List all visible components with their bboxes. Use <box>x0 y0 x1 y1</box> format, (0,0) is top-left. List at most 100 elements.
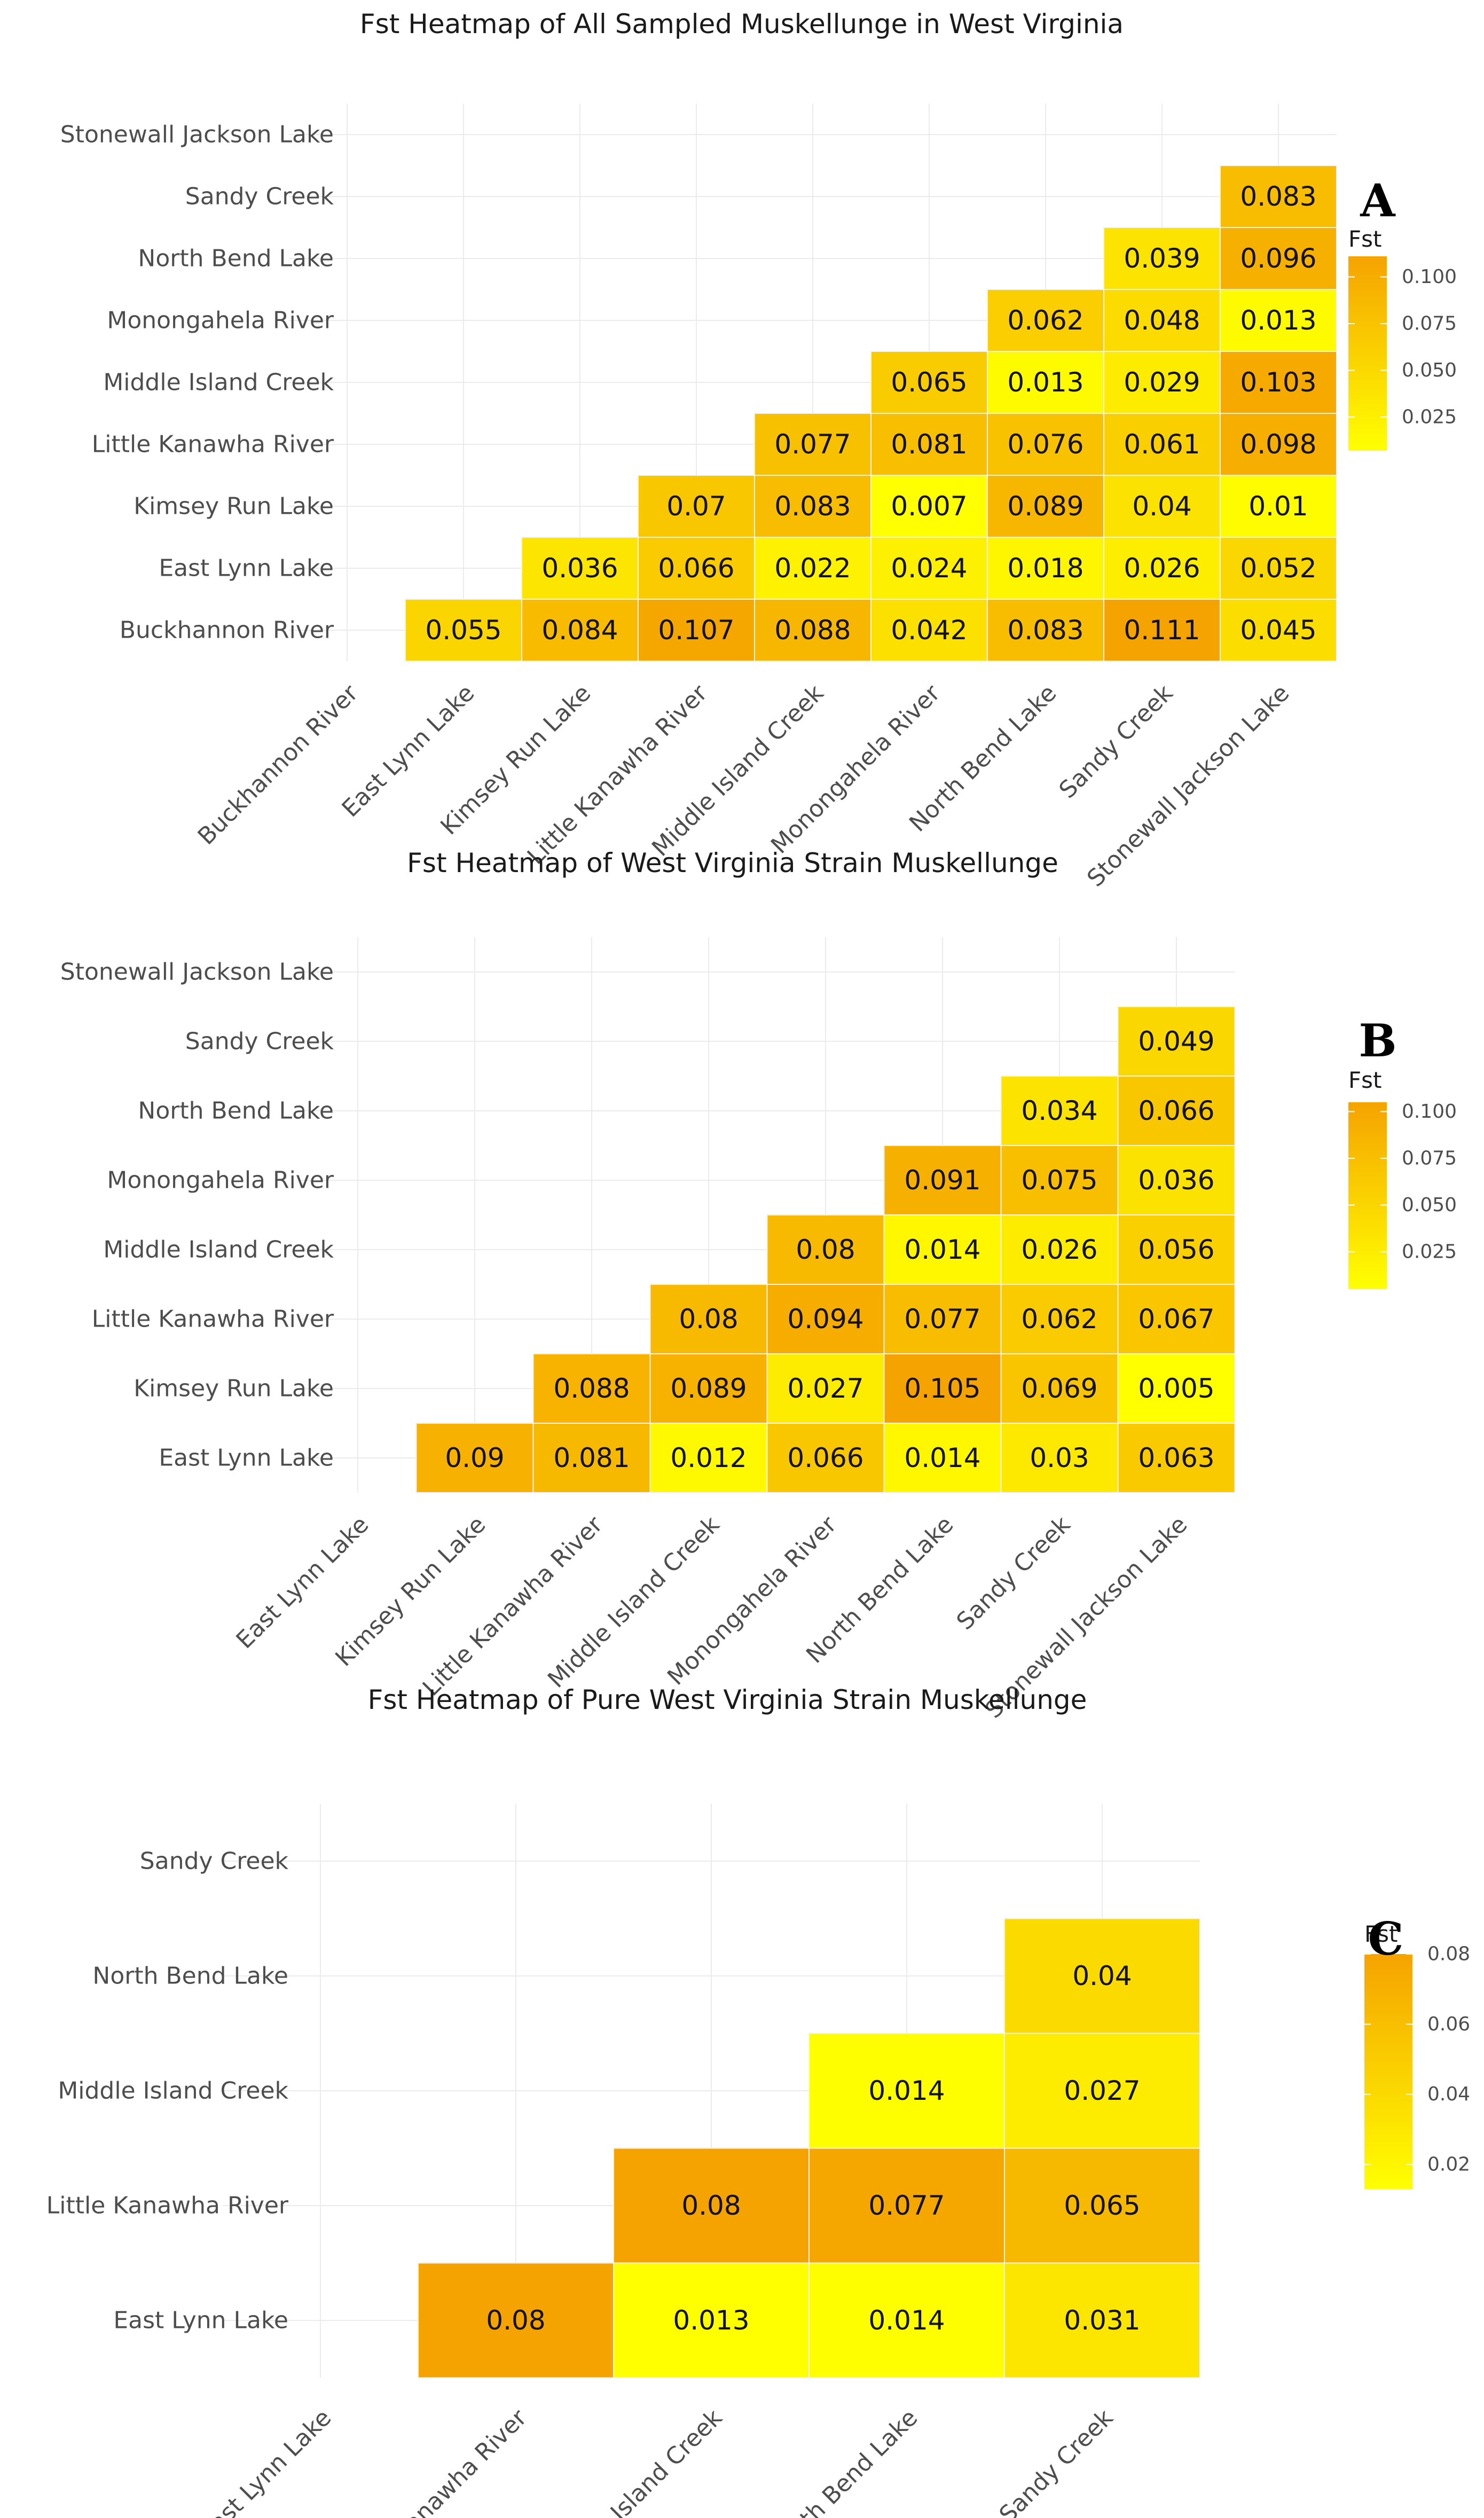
cell-value-label: 0.024 <box>891 553 967 584</box>
heatmap-cell <box>1117 1214 1236 1285</box>
cell-value-label: 0.083 <box>1240 181 1316 212</box>
cell-value-label: 0.014 <box>904 1234 980 1265</box>
cell-value-label: 0.014 <box>904 1442 980 1473</box>
heatmap-cell <box>532 1423 651 1493</box>
heatmap-cell <box>883 1214 1002 1285</box>
cell-value-label: 0.018 <box>1007 553 1083 584</box>
heatmap-cell <box>405 599 522 662</box>
heatmap-cell <box>1220 475 1337 538</box>
cell-value-label: 0.026 <box>1021 1234 1097 1265</box>
heatmap-cell <box>418 2262 614 2379</box>
y-tick-label: Buckhannon River <box>120 617 334 644</box>
heatmap-cell <box>754 475 871 538</box>
heatmap-cell <box>1000 1353 1119 1424</box>
y-tick-label: Little Kanawha River <box>46 2192 289 2219</box>
heatmap-cell <box>870 351 988 414</box>
heatmap-cell <box>1004 2147 1200 2264</box>
legend-tick-label: 0.075 <box>1402 1148 1457 1170</box>
y-tick-label: Stonewall Jackson Lake <box>60 959 334 986</box>
y-tick-label: Monongahela River <box>107 307 334 334</box>
heatmap-cell <box>1103 227 1221 290</box>
cell-value-label: 0.049 <box>1138 1026 1214 1057</box>
y-tick-label: East Lynn Lake <box>113 2307 288 2334</box>
legend-title: Fst <box>1364 1921 1398 1947</box>
heatmap-cell <box>1220 289 1337 352</box>
cell-value-label: 0.069 <box>1021 1373 1097 1404</box>
legend-tick-label: 0.025 <box>1402 406 1457 428</box>
cell-value-label: 0.061 <box>1124 429 1200 460</box>
heatmap-cell <box>987 475 1104 538</box>
cell-value-label: 0.036 <box>1138 1165 1214 1196</box>
cell-value-label: 0.088 <box>553 1373 630 1404</box>
heatmap-cell <box>415 1423 534 1493</box>
heatmap-panel-b: Fst Heatmap of West Virginia Strain Musk… <box>60 848 1457 1724</box>
cell-value-label: 0.091 <box>904 1165 980 1196</box>
cell-value-label: 0.022 <box>774 553 851 584</box>
cell-value-label: 0.081 <box>891 429 967 460</box>
heatmap-cell <box>870 537 988 600</box>
heatmap-cell <box>766 1353 885 1424</box>
heatmap-cell <box>1220 165 1337 228</box>
heatmap-cell <box>1117 1076 1236 1146</box>
cell-value-label: 0.084 <box>541 615 618 646</box>
heatmap-cell <box>1220 413 1337 476</box>
cell-value-label: 0.005 <box>1138 1373 1214 1404</box>
cell-value-label: 0.07 <box>666 491 726 522</box>
heatmap-cell <box>1103 599 1221 662</box>
cell-value-label: 0.055 <box>425 615 501 646</box>
cell-value-label: 0.062 <box>1007 305 1083 336</box>
cell-value-label: 0.013 <box>1240 305 1316 336</box>
heatmap-cell <box>1000 1214 1119 1285</box>
y-tick-label: Kimsey Run Lake <box>134 493 334 520</box>
heatmap-cell <box>638 537 755 600</box>
cell-value-label: 0.096 <box>1240 243 1316 274</box>
legend-tick-label: 0.04 <box>1427 2083 1470 2105</box>
heatmap-cell <box>1220 537 1337 600</box>
cell-value-label: 0.065 <box>891 367 967 398</box>
heatmap-cell <box>1000 1284 1119 1354</box>
cell-value-label: 0.111 <box>1124 615 1200 646</box>
heatmap-cell <box>1220 351 1337 414</box>
y-tick-label: Middle Island Creek <box>103 369 334 396</box>
legend-tick-label: 0.06 <box>1427 2013 1470 2035</box>
y-tick-label: Monongahela River <box>107 1167 334 1194</box>
cell-value-label: 0.01 <box>1249 491 1308 522</box>
cell-value-label: 0.063 <box>1138 1442 1214 1473</box>
heatmap-cell <box>808 2147 1005 2264</box>
y-tick-label: North Bend Lake <box>138 1097 334 1125</box>
heatmap-cell <box>766 1423 885 1493</box>
cell-value-label: 0.04 <box>1132 491 1191 522</box>
y-tick-label: Little Kanawha River <box>92 1306 334 1333</box>
heatmap-cell <box>1103 475 1221 538</box>
heatmap-cell <box>521 537 639 600</box>
cell-value-label: 0.075 <box>1021 1165 1097 1196</box>
legend-tick-label: 0.08 <box>1427 1943 1470 1965</box>
chart-title: Fst Heatmap of Pure West Virginia Strain… <box>368 1684 1087 1715</box>
cell-value-label: 0.08 <box>486 2305 545 2336</box>
cell-value-label: 0.034 <box>1021 1095 1097 1126</box>
legend-colorbar <box>1348 256 1387 451</box>
y-tick-label: Sandy Creek <box>185 183 334 210</box>
heatmap-cell <box>1117 1423 1236 1493</box>
legend-tick-label: 0.050 <box>1402 1194 1457 1216</box>
heatmap-cell <box>870 475 988 538</box>
heatmap-cell <box>649 1353 768 1424</box>
y-tick-label: North Bend Lake <box>138 245 334 272</box>
cell-value-label: 0.105 <box>904 1373 980 1404</box>
legend-title: Fst <box>1348 226 1382 252</box>
y-tick-label: East Lynn Lake <box>159 1445 334 1472</box>
panel-letter: C <box>1368 1912 1404 1965</box>
cell-value-label: 0.083 <box>1007 615 1083 646</box>
heatmap-cell <box>987 289 1104 352</box>
cell-value-label: 0.065 <box>1064 2190 1140 2221</box>
chart-title: Fst Heatmap of West Virginia Strain Musk… <box>407 848 1058 878</box>
legend-tick-label: 0.050 <box>1402 359 1457 381</box>
heatmap-cell <box>613 2262 810 2379</box>
cell-value-label: 0.029 <box>1124 367 1200 398</box>
heatmap-cell <box>1004 1918 1200 2034</box>
cell-value-label: 0.077 <box>904 1304 980 1335</box>
cell-value-label: 0.012 <box>670 1442 747 1473</box>
heatmap-cell <box>1117 1284 1236 1354</box>
heatmap-cell <box>638 475 755 538</box>
